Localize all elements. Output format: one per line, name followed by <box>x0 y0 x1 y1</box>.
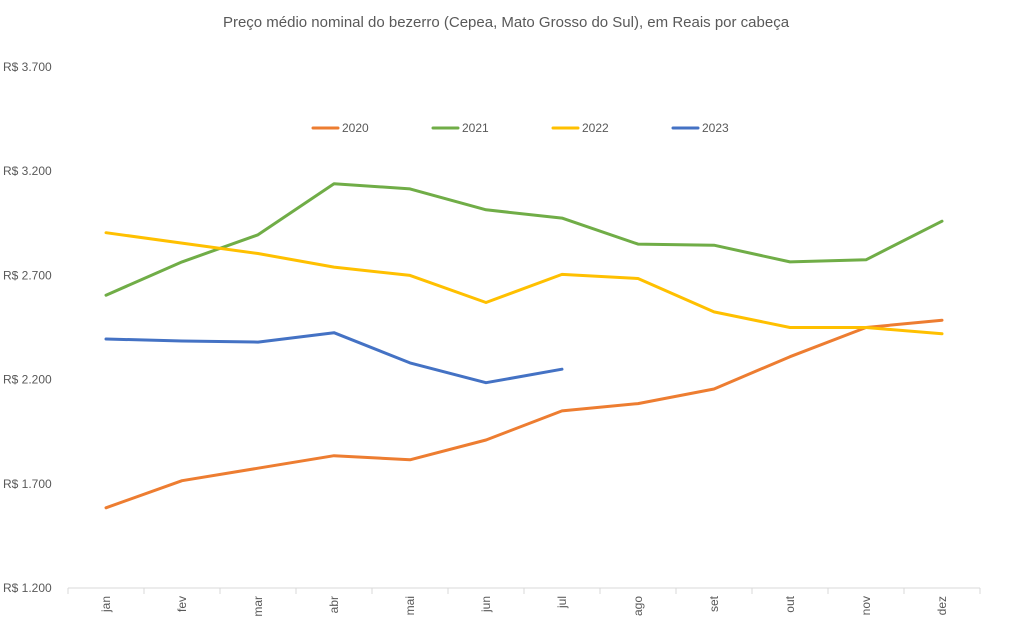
x-tick-label: jul <box>555 596 569 609</box>
x-tick-label: jun <box>479 596 493 613</box>
y-tick-label: R$ 3.700 <box>3 60 52 74</box>
legend-label-2021: 2021 <box>462 121 489 135</box>
series-line-2021 <box>104 182 944 297</box>
legend: 2020 2021 2022 2023 <box>311 121 729 135</box>
x-tick-label: mar <box>251 596 265 617</box>
x-tick-label: ago <box>631 596 645 616</box>
series-line-2022 <box>104 231 944 336</box>
y-axis-labels: R$ 1.200 R$ 1.700 R$ 2.200 R$ 2.700 R$ 3.200… <box>3 60 52 595</box>
x-tick-label: nov <box>859 596 873 615</box>
legend-label-2020: 2020 <box>342 121 369 135</box>
chart-title: Preço médio nominal do bezerro (Cepea, M… <box>223 14 790 31</box>
series-line-2023 <box>104 331 564 385</box>
legend-label-2022: 2022 <box>582 121 609 135</box>
x-tick-label: set <box>707 595 721 612</box>
x-axis-ticks <box>67 588 981 594</box>
x-tick-label: fev <box>175 596 189 612</box>
x-tick-label: mai <box>403 596 417 615</box>
y-tick-label: R$ 3.200 <box>3 164 52 178</box>
legend-label-2023: 2023 <box>702 121 729 135</box>
series-line-2020 <box>104 318 944 510</box>
x-tick-label: out <box>783 595 797 612</box>
series-lines <box>104 182 944 510</box>
x-axis-labels: jan fev mar abr mai jun jul ago set out nov dez <box>99 595 949 616</box>
x-tick-label: jan <box>99 596 113 613</box>
y-tick-label: R$ 1.700 <box>3 477 52 491</box>
y-tick-label: R$ 2.700 <box>3 268 52 282</box>
y-tick-label: R$ 2.200 <box>3 373 52 387</box>
x-tick-label: dez <box>935 596 949 615</box>
x-tick-label: abr <box>327 596 341 613</box>
y-tick-label: R$ 1.200 <box>3 581 52 595</box>
